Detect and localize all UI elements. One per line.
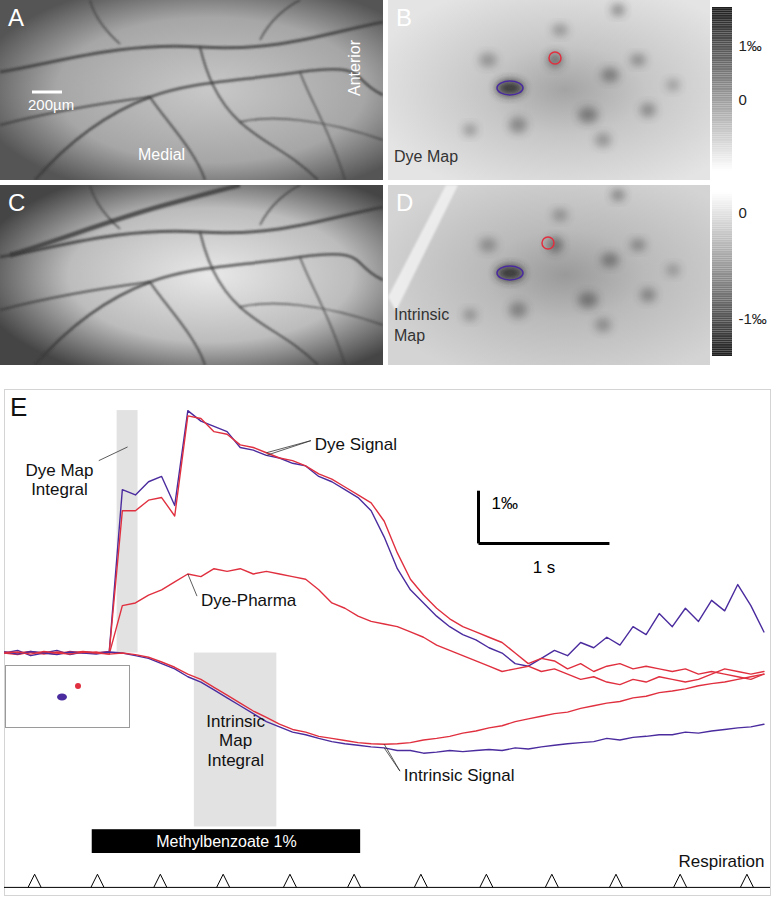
svg-text:C: C [8, 189, 25, 216]
svg-text:Methylbenzoate 1%: Methylbenzoate 1% [156, 833, 297, 850]
svg-text:-1‰: -1‰ [739, 310, 767, 327]
svg-text:Intrinsic Signal: Intrinsic Signal [404, 766, 515, 785]
svg-text:B: B [396, 4, 412, 31]
svg-text:Anterior: Anterior [346, 39, 363, 96]
svg-text:0: 0 [739, 204, 747, 221]
svg-text:1 s: 1 s [533, 558, 556, 577]
svg-text:Dye MapIntegral: Dye MapIntegral [25, 461, 93, 500]
svg-text:Dye-Pharma: Dye-Pharma [201, 591, 297, 610]
html-text:E: E [10, 392, 28, 422]
svg-text:1‰: 1‰ [492, 494, 518, 513]
svg-text:0: 0 [739, 91, 747, 108]
svg-text:Respiration: Respiration [679, 852, 765, 871]
svg-text:200µm: 200µm [28, 96, 74, 113]
svg-text:D: D [396, 189, 413, 216]
svg-text:A: A [8, 4, 24, 31]
svg-text:Dye Signal: Dye Signal [315, 435, 397, 454]
svg-text:1‰: 1‰ [739, 37, 762, 54]
svg-text:IntrinsicMap: IntrinsicMap [394, 306, 449, 344]
svg-text:Dye Map: Dye Map [394, 148, 458, 165]
svg-text:IntrinsicMapIntegral: IntrinsicMapIntegral [206, 712, 265, 770]
svg-text:Medial: Medial [138, 146, 185, 163]
